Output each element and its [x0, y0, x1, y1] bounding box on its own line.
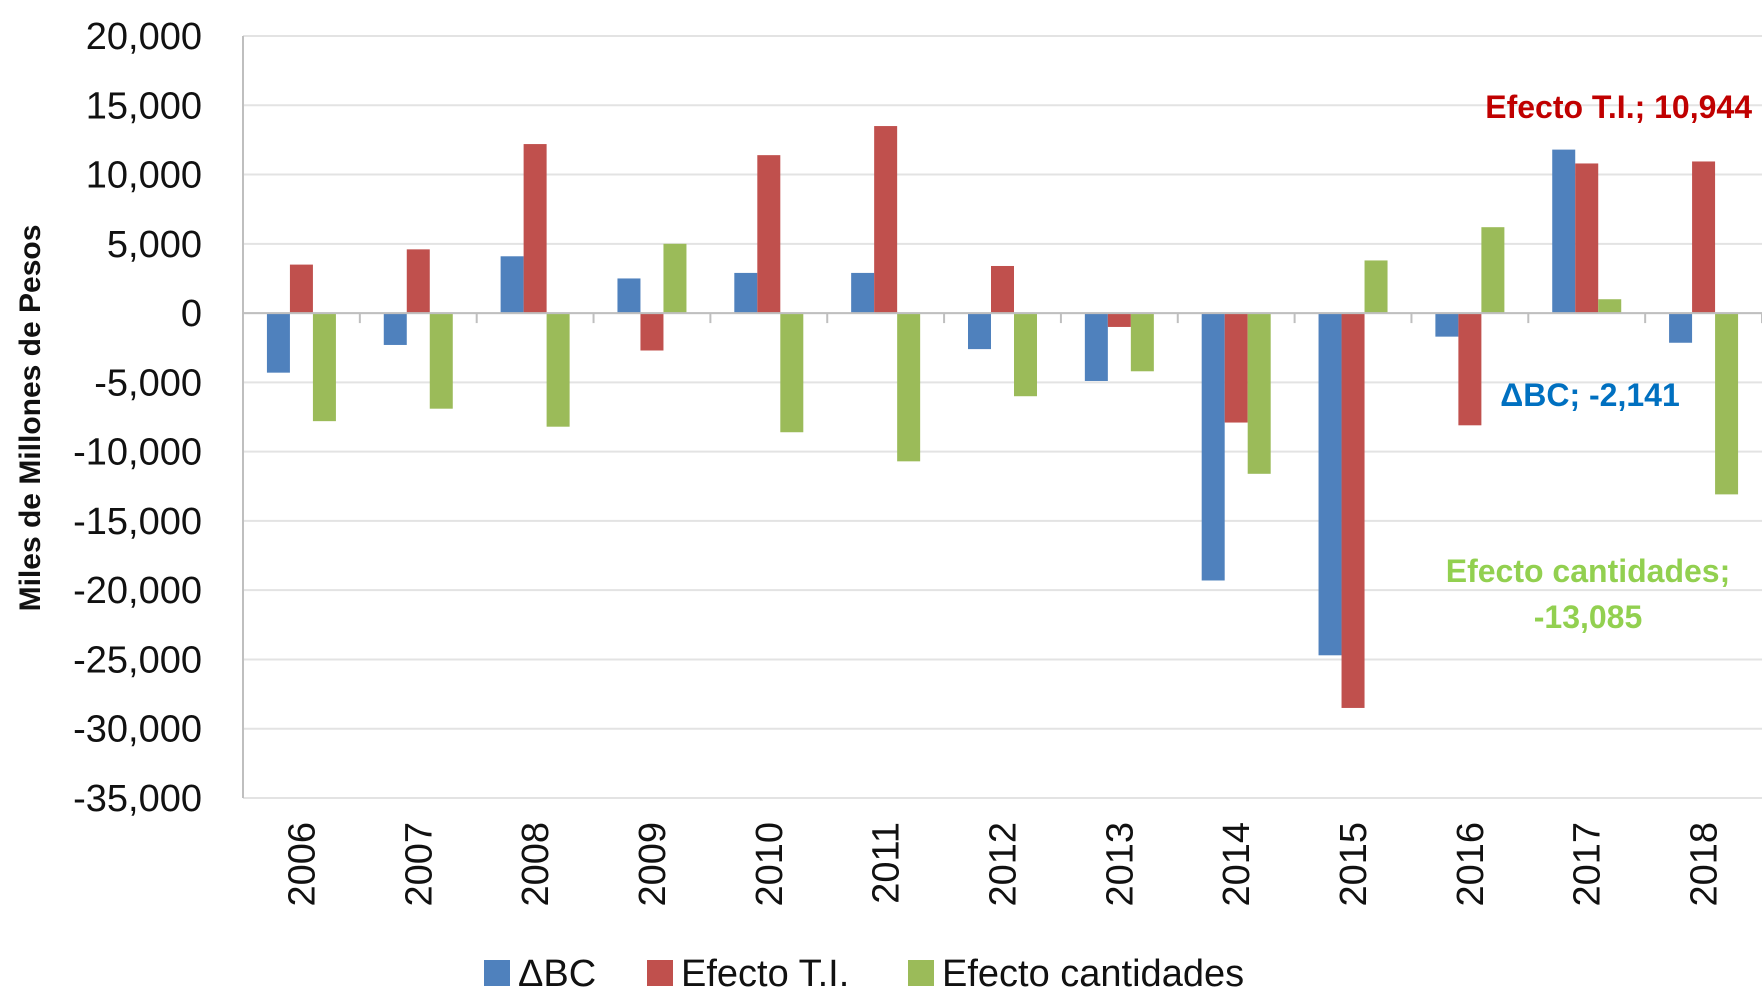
legend-label-efecto-cantidades: Efecto cantidades [942, 953, 1244, 995]
x-tick-label: 2012 [983, 822, 1025, 907]
y-tick-label: -15,000 [73, 501, 202, 543]
annotation-efecto-cantidades-line1: Efecto cantidades; [1446, 553, 1731, 589]
y-tick-label: -25,000 [73, 639, 202, 681]
y-axis-title: Miles de Millones de Pesos [14, 225, 47, 612]
bar-efecto-t-i-2018 [1692, 161, 1716, 314]
bar-efecto-cantidades-2010 [780, 313, 804, 433]
x-tick-label: 2017 [1567, 822, 1609, 907]
y-tick-label: 0 [181, 293, 202, 335]
bar-efecto-cantidades-2007 [429, 313, 453, 409]
y-tick-label: -35,000 [73, 778, 202, 820]
bar-bc-2013 [1084, 313, 1108, 381]
bar-efecto-t-i-2006 [289, 264, 313, 314]
bar-efecto-t-i-2010 [757, 155, 781, 314]
bar-bc-2010 [734, 272, 758, 314]
bar-bc-2009 [617, 278, 641, 314]
bar-bc-2017 [1552, 149, 1576, 314]
bar-efecto-cantidades-2018 [1715, 313, 1739, 495]
bar-efecto-cantidades-2012 [1014, 313, 1037, 397]
legend-label-efecto-ti: Efecto T.I. [681, 953, 849, 995]
x-tick-label: 2010 [749, 822, 791, 907]
bar-efecto-t-i-2013 [1107, 313, 1131, 327]
y-tick-label: 20,000 [86, 16, 202, 58]
y-tick-label: 15,000 [86, 85, 202, 127]
bar-efecto-cantidades-2014 [1247, 313, 1271, 474]
y-tick-label: -20,000 [73, 570, 202, 612]
x-tick-label: 2015 [1333, 822, 1375, 907]
bar-efecto-cantidades-2008 [546, 313, 570, 427]
annotation-dbc: ΔBC; -2,141 [1500, 377, 1680, 413]
bar-bc-2018 [1669, 313, 1693, 343]
x-tick-label: 2007 [398, 822, 440, 907]
bar-bc-2016 [1435, 313, 1459, 337]
bar-efecto-t-i-2007 [406, 249, 430, 314]
bar-bc-2007 [383, 313, 407, 345]
bar-efecto-cantidades-2017 [1598, 299, 1622, 314]
legend-label-dbc: ΔBC [518, 953, 596, 995]
bar-efecto-cantidades-2009 [663, 243, 687, 314]
x-tick-label: 2008 [515, 822, 557, 907]
y-tick-label: 10,000 [86, 155, 202, 197]
legend: ΔBC Efecto T.I. Efecto cantidades [484, 953, 1244, 995]
bar-bc-2011 [851, 272, 875, 314]
bar-efecto-t-i-2017 [1575, 163, 1599, 314]
grid-lines [243, 35, 1762, 799]
annotations: Efecto T.I.; 10,944 ΔBC; -2,141 Efecto c… [1446, 89, 1752, 635]
legend-swatch-dbc [484, 960, 510, 986]
bar-efecto-t-i-2009 [640, 313, 664, 351]
y-tick-labels: 20,000 15,000 10,000 5,000 0 -5,000 -10,000 -15… [73, 16, 202, 820]
bar-efecto-cantidades-2006 [312, 313, 336, 422]
y-tick-label: -30,000 [73, 709, 202, 751]
x-tick-marks [242, 313, 1762, 324]
x-tick-label: 2013 [1099, 822, 1141, 907]
bar-bc-2012 [968, 313, 991, 350]
bar-bc-2006 [266, 313, 290, 373]
bar-efecto-t-i-2008 [523, 144, 547, 314]
y-tick-label: -5,000 [94, 362, 202, 404]
bar-efecto-cantidades-2013 [1130, 313, 1154, 372]
legend-swatch-efecto-cantidades [908, 960, 934, 986]
x-tick-label: 2014 [1216, 822, 1258, 907]
bar-efecto-cantidades-2016 [1481, 227, 1505, 314]
bar-efecto-t-i-2012 [991, 265, 1014, 314]
y-tick-label: 5,000 [107, 224, 202, 266]
x-tick-labels: 2006 2007 2008 2009 2010 2011 2012 2013 2014 2015… [281, 822, 1725, 907]
bars [266, 126, 1739, 708]
bar-bc-2008 [500, 256, 524, 314]
bar-efecto-cantidades-2011 [897, 313, 921, 462]
bar-efecto-cantidades-2015 [1364, 260, 1388, 314]
bar-bc-2014 [1201, 313, 1225, 581]
x-tick-label: 2018 [1684, 822, 1726, 907]
x-tick-label: 2011 [866, 822, 908, 904]
x-tick-label: 2009 [632, 822, 674, 907]
y-tick-label: -10,000 [73, 432, 202, 474]
legend-swatch-efecto-ti [647, 960, 673, 986]
bar-efecto-t-i-2014 [1224, 313, 1248, 423]
x-tick-label: 2006 [281, 822, 323, 907]
bar-efecto-t-i-2015 [1341, 313, 1365, 708]
x-tick-label: 2016 [1450, 822, 1492, 907]
bar-bc-2015 [1318, 313, 1342, 656]
bar-efecto-t-i-2016 [1458, 313, 1482, 426]
annotation-efecto-cantidades-line2: -13,085 [1534, 599, 1643, 635]
annotation-efecto-ti: Efecto T.I.; 10,944 [1485, 89, 1752, 125]
bar-efecto-t-i-2011 [874, 126, 898, 314]
